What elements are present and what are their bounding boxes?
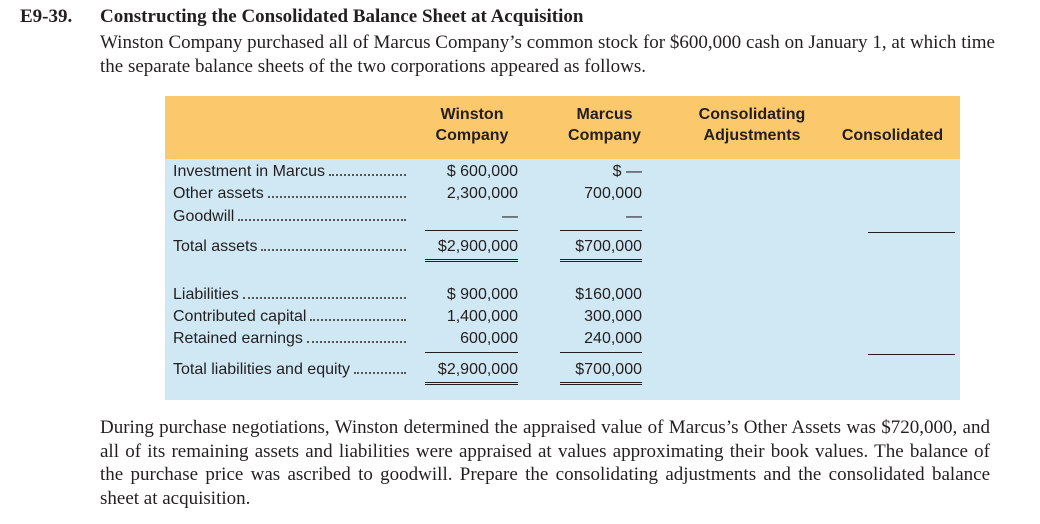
table-row: Contributed capital 1,400,000 300,000 [173,307,643,327]
leader-dots [310,307,406,321]
leader-dots [354,360,406,374]
column-header: Consolidated [841,127,944,144]
closing: During purchase negotiations, Winston de… [100,417,990,509]
row-label: Liabilities [173,286,239,303]
row-label-wrap: Retained earnings [173,329,406,349]
row-label-wrap: Contributed capital [173,307,406,327]
column-header: Winston Company [435,106,509,144]
row-label: Investment in Marcus [173,163,326,180]
leader-dots [261,237,406,251]
row-label: Goodwill [173,208,235,225]
rule [868,232,955,233]
row-label-wrap: Investment in Marcus [173,162,406,182]
marcus-cell: 300,000 [584,308,642,325]
winston-cell: 600,000 [460,330,518,347]
row-label-wrap: Total liabilities and equity [173,360,406,380]
table-row: Total liabilities and equity $2,900,000 $7… [173,360,643,380]
row-label-wrap: Other assets [173,184,406,204]
marcus-cell: $700,000 [575,238,642,255]
leader-dots [329,162,406,176]
winston-cell: 2,300,000 [446,185,518,202]
rule [425,230,518,231]
table-row: Retained earnings 600,000 240,000 [173,329,643,349]
winston-cell: — [502,208,518,225]
leader-dots [306,329,406,343]
marcus-cell: $ — [612,163,642,180]
table-row: Total assets $2,900,000 $700,000 [173,237,643,257]
table-row: Liabilities $ 900,000 $160,000 [173,285,643,305]
row-label-wrap: Liabilities [173,285,406,305]
table-row: Investment in Marcus $ 600,000 $ — [173,162,643,182]
winston-cell: $2,900,000 [437,238,518,255]
exercise-title: Constructing the Consolidated Balance Sh… [100,6,584,27]
row-label: Other assets [173,185,264,202]
column-header: Consolidating Adjustments [698,106,806,144]
rule [868,354,955,355]
marcus-cell: 240,000 [584,330,642,347]
winston-cell: $2,900,000 [437,361,518,378]
row-label-wrap: Goodwill [173,207,406,227]
row-label-wrap: Total assets [173,237,406,257]
rule [425,259,518,262]
winston-cell: 1,400,000 [446,308,518,325]
row-label: Retained earnings [173,330,303,347]
leader-dots [242,285,406,299]
table-body [165,159,960,400]
exercise-number: E9-39. [20,6,73,27]
leader-dots [238,207,406,221]
column-header: Marcus Company [568,106,641,144]
leader-dots [267,184,406,198]
rule [425,352,518,353]
row-label: Contributed capital [173,308,307,325]
table-row: Goodwill — — [173,207,643,227]
row-label: Total liabilities and equity [173,361,350,378]
rule [560,230,642,231]
table-header: Winston Company Marcus Company Consolidati… [165,96,960,159]
winston-cell: $ 600,000 [446,163,518,180]
rule [560,352,642,353]
row-label: Total assets [173,238,258,255]
marcus-cell: 700,000 [584,185,642,202]
table-row: Other assets 2,300,000 700,000 [173,184,643,204]
marcus-cell: $700,000 [575,361,642,378]
rule [425,382,518,385]
rule [560,259,642,262]
intro: Winston Company purchased all of Marcus … [100,32,995,77]
winston-cell: $ 900,000 [446,286,518,303]
marcus-cell: $160,000 [575,286,642,303]
marcus-cell: — [626,208,642,225]
rule [560,382,642,385]
